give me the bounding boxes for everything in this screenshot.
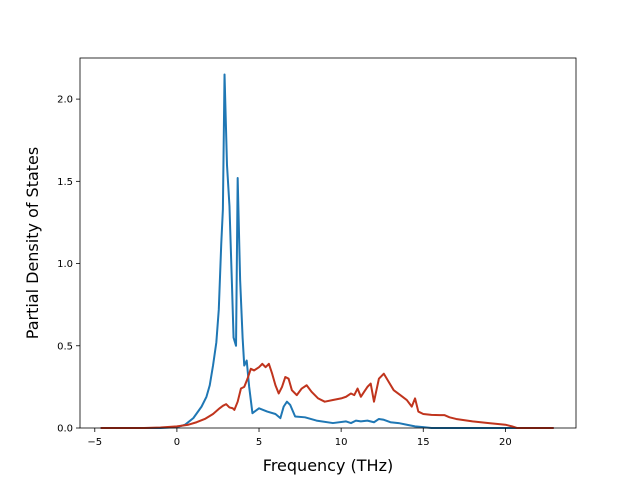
x-tick-label: −5 bbox=[87, 437, 102, 448]
x-tick-label: 5 bbox=[256, 437, 262, 448]
plot-frame bbox=[79, 57, 577, 429]
y-tick-label: 1.5 bbox=[57, 177, 73, 188]
series-line-1 bbox=[100, 73, 555, 429]
y-axis-label: Partial Density of States bbox=[23, 147, 42, 339]
x-axis-label: Frequency (THz) bbox=[263, 456, 393, 475]
y-tick-label: 0.5 bbox=[57, 341, 73, 352]
y-axis-ticks: 0.0 0.5 1.0 1.5 2.0 bbox=[57, 95, 80, 435]
y-tick-label: 0.0 bbox=[57, 424, 73, 435]
y-tick-label: 2.0 bbox=[57, 95, 73, 106]
y-tick-label: 1.0 bbox=[57, 259, 73, 270]
series-line-2 bbox=[100, 362, 555, 429]
x-tick-label: 10 bbox=[335, 437, 348, 448]
x-tick-label: 0 bbox=[174, 437, 180, 448]
x-axis-ticks: −5 0 5 10 15 20 bbox=[87, 428, 512, 448]
series-layer bbox=[100, 73, 555, 429]
x-tick-label: 15 bbox=[417, 437, 430, 448]
x-tick-label: 20 bbox=[499, 437, 512, 448]
